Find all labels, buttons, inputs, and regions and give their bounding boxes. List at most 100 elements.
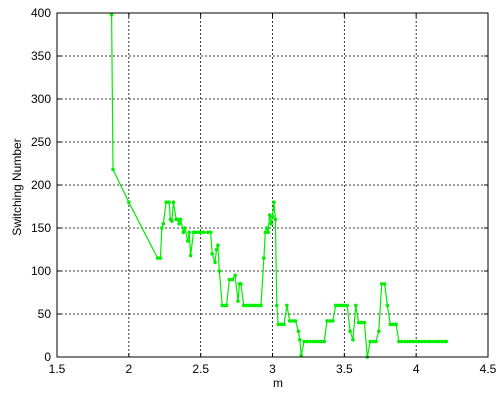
- data-point: [388, 322, 393, 327]
- data-point: [273, 217, 278, 222]
- x-axis-label: m: [273, 376, 283, 390]
- data-point: [313, 339, 318, 344]
- data-point: [263, 230, 268, 235]
- data-point: [431, 339, 436, 344]
- y-tick-label: 150: [31, 221, 51, 235]
- data-point: [155, 256, 160, 260]
- x-tick-label: 2: [125, 362, 132, 376]
- data-point: [244, 303, 249, 308]
- data-point: [275, 303, 279, 308]
- data-point: [256, 303, 260, 308]
- data-point: [425, 339, 430, 344]
- x-tick-label: 4: [413, 362, 420, 376]
- data-point: [345, 303, 350, 308]
- data-point: [206, 230, 210, 235]
- data-point: [342, 303, 347, 308]
- data-point: [310, 339, 315, 344]
- data-point: [414, 339, 418, 344]
- data-point: [250, 303, 255, 308]
- data-point: [391, 322, 395, 327]
- data-point: [269, 221, 273, 226]
- data-point: [181, 230, 186, 235]
- data-point: [394, 322, 398, 327]
- data-point: [109, 12, 114, 17]
- data-point: [371, 339, 375, 344]
- data-point: [290, 319, 295, 323]
- data-point: [210, 252, 214, 256]
- x-tick-label: 3.5: [336, 362, 353, 376]
- data-point: [175, 217, 180, 222]
- data-point: [417, 339, 421, 344]
- data-point: [279, 322, 283, 327]
- data-point: [127, 200, 131, 204]
- data-point: [276, 322, 281, 327]
- data-point: [437, 339, 441, 344]
- data-point: [161, 221, 166, 226]
- data-point: [233, 273, 237, 278]
- data-point: [408, 339, 413, 344]
- data-point: [296, 329, 301, 334]
- x-tick-label: 4.5: [480, 362, 497, 376]
- data-point: [374, 339, 378, 344]
- data-point: [253, 303, 258, 308]
- data-point: [379, 282, 384, 286]
- grid: [57, 13, 488, 357]
- data-point: [368, 339, 372, 344]
- data-point: [178, 217, 183, 222]
- data-point: [227, 277, 232, 282]
- data-point: [287, 319, 292, 323]
- data-point: [322, 339, 327, 344]
- data-point: [160, 226, 164, 230]
- y-axis-label: Switching Number: [10, 138, 24, 235]
- data-point: [402, 339, 407, 344]
- data-point: [302, 339, 306, 344]
- data-point: [356, 320, 361, 325]
- data-point: [305, 339, 309, 344]
- data-point: [440, 339, 444, 344]
- data-point: [293, 319, 298, 323]
- data-point: [188, 253, 193, 258]
- data-point: [308, 339, 312, 344]
- data-point: [247, 303, 252, 308]
- y-tick-label: 250: [31, 135, 51, 149]
- data-point: [359, 320, 364, 325]
- data-point: [241, 303, 246, 308]
- data-point: [167, 200, 171, 204]
- data-point: [382, 282, 387, 286]
- y-tick-label: 200: [31, 178, 51, 192]
- data-point: [158, 256, 163, 260]
- data-point: [239, 282, 243, 286]
- data-point: [333, 303, 338, 308]
- data-point: [272, 200, 276, 204]
- data-point: [183, 226, 187, 230]
- data-point: [259, 303, 263, 308]
- data-point: [299, 353, 304, 358]
- axes: [56, 12, 489, 358]
- data-point: [336, 303, 341, 308]
- y-tick-label: 0: [44, 350, 51, 364]
- data-point: [348, 329, 352, 334]
- data-point: [111, 167, 115, 172]
- data-point: [270, 215, 275, 219]
- y-tick-label: 350: [31, 49, 51, 63]
- data-point: [220, 303, 225, 308]
- data-point: [216, 243, 220, 247]
- data-point: [297, 338, 302, 342]
- x-tick-label: 2.5: [192, 362, 209, 376]
- data-point: [213, 260, 217, 265]
- series-layer: [109, 12, 449, 359]
- data-point: [325, 319, 329, 323]
- data-point: [264, 226, 269, 230]
- data-point: [411, 339, 416, 344]
- data-point: [400, 339, 404, 344]
- data-point: [422, 339, 427, 344]
- data-point: [377, 329, 381, 334]
- data-point: [316, 339, 321, 344]
- data-point: [354, 303, 358, 308]
- x-tick-label: 1.5: [49, 362, 66, 376]
- data-point: [185, 239, 190, 243]
- tick-labels: 1.5 2 2.5 3 3.5 4 4.5 0 50 100 150 200 250 300 350 400: [31, 6, 497, 376]
- data-point: [362, 320, 367, 325]
- data-point: [434, 339, 439, 344]
